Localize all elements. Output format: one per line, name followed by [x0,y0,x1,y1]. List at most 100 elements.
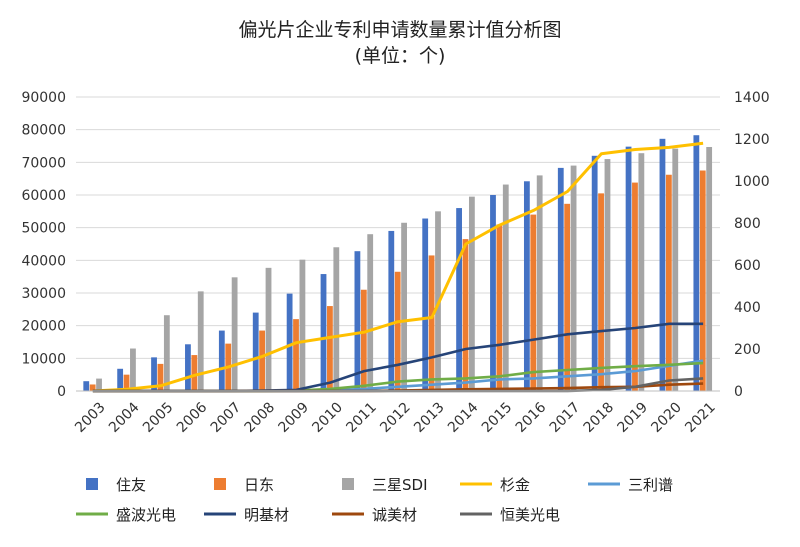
bar-三星SDI [96,378,102,391]
legend-label-三星SDI: 三星SDI [372,476,428,494]
bar-日东 [428,255,435,391]
bar-住友 [83,381,90,391]
x-tick-label: 2019 [615,399,652,436]
bar-住友 [523,181,530,391]
x-tick-label: 2003 [72,399,109,436]
x-tick-label: 2012 [377,399,414,436]
y-left-tick-label: 70000 [21,155,66,171]
x-tick-label: 2007 [208,399,245,436]
bar-住友 [490,195,496,391]
y-left-tick-label: 50000 [21,221,66,237]
y-left-tick-label: 0 [57,384,66,400]
bar-三星SDI [367,234,374,391]
bar-日东 [699,170,706,391]
y-left-tick-label: 10000 [21,351,66,367]
legend-label-三利谱: 三利谱 [628,476,673,494]
bar-日东 [665,174,672,391]
y-right-tick-label: 600 [734,258,761,274]
bar-日东 [293,319,299,391]
x-tick-label: 2015 [479,399,516,436]
x-tick-label: 2009 [276,399,313,436]
legend-label-住友: 住友 [116,476,146,494]
bar-日东 [598,193,604,391]
x-tick-label: 2005 [140,399,177,436]
x-tick-label: 2006 [174,399,211,436]
bar-住友 [151,357,157,391]
y-right-tick-label: 1200 [734,132,770,148]
bar-三星SDI [299,259,306,391]
legend-label-明基材: 明基材 [244,506,289,524]
bar-日东 [191,355,198,391]
bar-住友 [320,274,327,391]
legend-label-恒美光电: 恒美光电 [500,506,560,524]
bar-三星SDI [468,196,475,391]
bar-三星SDI [536,175,543,391]
x-tick-label: 2018 [581,399,618,436]
legend-swatch-三星SDI [342,478,354,490]
bar-三星SDI [130,348,136,391]
bar-住友 [286,293,293,391]
bar-日东 [564,203,571,391]
bar-日东 [123,374,130,391]
y-right-tick-label: 0 [734,384,743,400]
gridlines [76,96,720,359]
legend-label-杉金: 杉金 [500,476,530,494]
chart-title: 偏光片企业专利申请数量累计值分析图 [238,19,561,41]
bar-住友 [252,312,259,391]
bar-三星SDI [502,184,509,391]
bar-日东 [394,271,401,391]
bar-三星SDI [163,315,170,391]
bar-住友 [625,146,632,391]
bar-三星SDI [197,291,204,391]
bar-三星SDI [401,222,407,391]
bar-日东 [259,330,266,391]
bar-住友 [117,368,124,391]
legend-label-日东: 日东 [244,476,274,494]
bar-三星SDI [604,159,611,391]
y-left-tick-label: 20000 [21,319,66,335]
line-杉金 [92,141,704,393]
bar-三星SDI [570,165,577,391]
bar-住友 [659,138,666,391]
x-tick-label: 2020 [648,399,685,436]
x-tick-label: 2004 [106,399,143,436]
x-tick-label: 2021 [682,399,719,436]
chart-subtitle: (单位：个) [355,45,446,67]
y-left-tick-label: 30000 [21,286,66,302]
x-tick-label: 2014 [445,399,482,436]
y-right-tick-label: 800 [734,216,761,232]
x-tick-label: 2017 [547,399,584,436]
bar-三星SDI [672,148,679,391]
x-tick-label: 2013 [411,399,448,436]
bar-住友 [456,208,462,391]
bar-三星SDI [231,277,238,391]
y-left-tick-label: 40000 [21,253,66,269]
legend-swatch-日东 [214,478,226,490]
bar-日东 [89,384,96,391]
x-tick-label: 2011 [343,399,380,436]
bar-住友 [185,344,191,391]
bar-日东 [496,224,503,391]
bar-住友 [422,218,429,391]
bar-住友 [354,251,361,391]
legend-swatch-住友 [86,478,98,490]
legend-label-盛波光电: 盛波光电 [116,506,176,524]
bar-住友 [218,330,225,391]
x-tick-label: 2010 [309,399,346,436]
bar-日东 [632,182,638,391]
bar-日东 [157,363,164,391]
bar-三星SDI [706,146,713,391]
bar-住友 [591,155,598,391]
bar-日东 [462,239,469,391]
y-left-tick-label: 80000 [21,123,66,139]
x-tick-label: 2008 [242,399,279,436]
bar-住友 [388,230,395,391]
x-tick-label: 2016 [513,399,550,436]
bars [83,135,713,391]
y-right-tick-label: 200 [734,342,761,358]
y-left-tick-label: 60000 [21,188,66,204]
bar-住友 [557,167,564,391]
